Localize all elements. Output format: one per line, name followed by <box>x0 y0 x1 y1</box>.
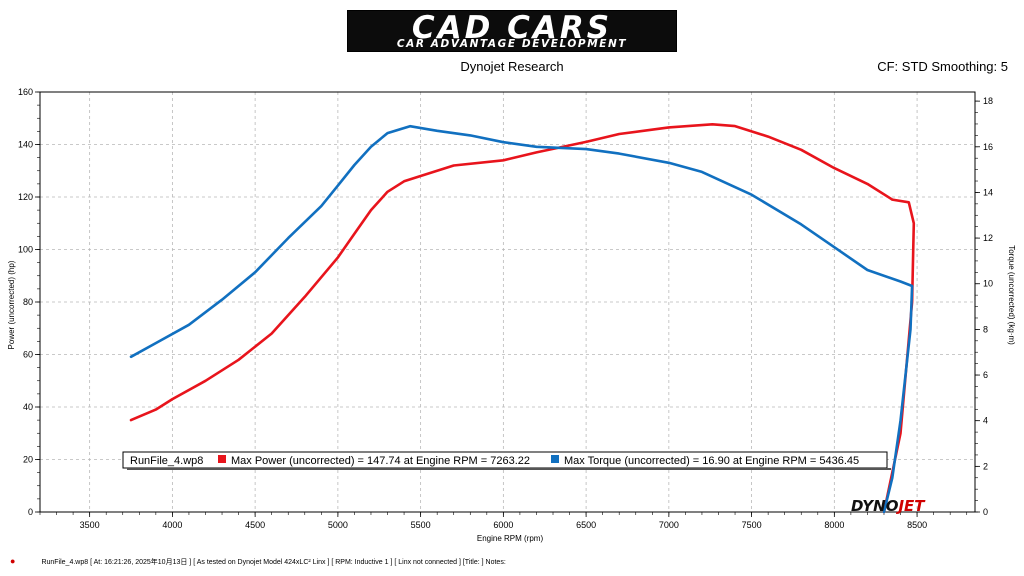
x-axis-label: Engine RPM (rpm) <box>477 534 544 543</box>
y2-tick-label: 10 <box>983 279 993 289</box>
y2-tick-label: 6 <box>983 370 988 380</box>
logo-sub-text: CAR ADVANTAGE DEVELOPMENT <box>396 38 628 50</box>
footer-marker-icon: ● <box>10 556 16 566</box>
watermark-part1: DYNO <box>851 497 899 515</box>
legend-shadow <box>127 468 891 470</box>
x-tick-label: 8500 <box>907 520 927 530</box>
watermark-part2: JET <box>898 497 925 515</box>
y2-tick-label: 12 <box>983 233 993 243</box>
y2-tick-label: 16 <box>983 142 993 152</box>
x-tick-label: 4500 <box>245 520 265 530</box>
y2-axis-label: Torque (uncorrected) (kg·m) <box>1007 245 1016 345</box>
y-tick-label: 40 <box>23 402 33 412</box>
y2-tick-label: 0 <box>983 507 988 517</box>
footer-text: RunFile_4.wp8 [ At: 16:21:26, 2025年10月13… <box>41 559 506 566</box>
y-tick-label: 0 <box>28 507 33 517</box>
x-tick-label: 6500 <box>576 520 596 530</box>
y2-tick-label: 18 <box>983 96 993 106</box>
y2-tick-label: 8 <box>983 324 988 334</box>
y-tick-label: 140 <box>18 140 33 150</box>
y-tick-label: 20 <box>23 455 33 465</box>
x-tick-label: 5500 <box>411 520 431 530</box>
cad-cars-logo: CAD CARS CAR ADVANTAGE DEVELOPMENT <box>347 10 677 52</box>
x-tick-label: 4000 <box>162 520 182 530</box>
ticks-layer: 3500 4000 4500 5000 5500 6000 6500 7000 7500 8000… <box>18 87 993 530</box>
y-tick-label: 120 <box>18 192 33 202</box>
x-tick-label: 3500 <box>80 520 100 530</box>
y2-tick-label: 4 <box>983 416 988 426</box>
x-tick-label: 6000 <box>493 520 513 530</box>
y2-tick-label: 14 <box>983 187 993 197</box>
legend-run-name: RunFile_4.wp8 <box>130 455 203 467</box>
grid-layer <box>40 92 975 512</box>
run-footer: ● RunFile_4.wp8 [ At: 16:21:26, 2025年10月1… <box>10 556 506 567</box>
legend-torque-swatch <box>551 455 559 463</box>
x-tick-label: 8000 <box>824 520 844 530</box>
y2-tick-label: 2 <box>983 461 988 471</box>
legend-torque-label: Max Torque (uncorrected) = 16.90 at Engi… <box>564 455 859 467</box>
y-axis-label: Power (uncorrected) (hp) <box>7 260 16 349</box>
x-tick-label: 7500 <box>742 520 762 530</box>
power-curve <box>129 123 916 514</box>
y-tick-label: 80 <box>23 297 33 307</box>
x-tick-label: 5000 <box>328 520 348 530</box>
chart-subtitle: Dynojet Research <box>460 59 564 74</box>
torque-curve <box>129 124 914 514</box>
logo-main-text: CAD CARS <box>411 10 613 46</box>
x-tick-label: 7000 <box>659 520 679 530</box>
y-tick-label: 160 <box>18 87 33 97</box>
y-tick-label: 100 <box>18 245 33 255</box>
series-layer <box>129 123 916 514</box>
cf-smoothing-info: CF: STD Smoothing: 5 <box>877 59 1008 74</box>
legend-power-swatch <box>218 455 226 463</box>
legend-power-label: Max Power (uncorrected) = 147.74 at Engi… <box>231 455 530 467</box>
dynojet-watermark: DYNOJET <box>851 497 925 515</box>
legend: RunFile_4.wp8 Max Power (uncorrected) = … <box>122 451 891 470</box>
y-tick-label: 60 <box>23 350 33 360</box>
